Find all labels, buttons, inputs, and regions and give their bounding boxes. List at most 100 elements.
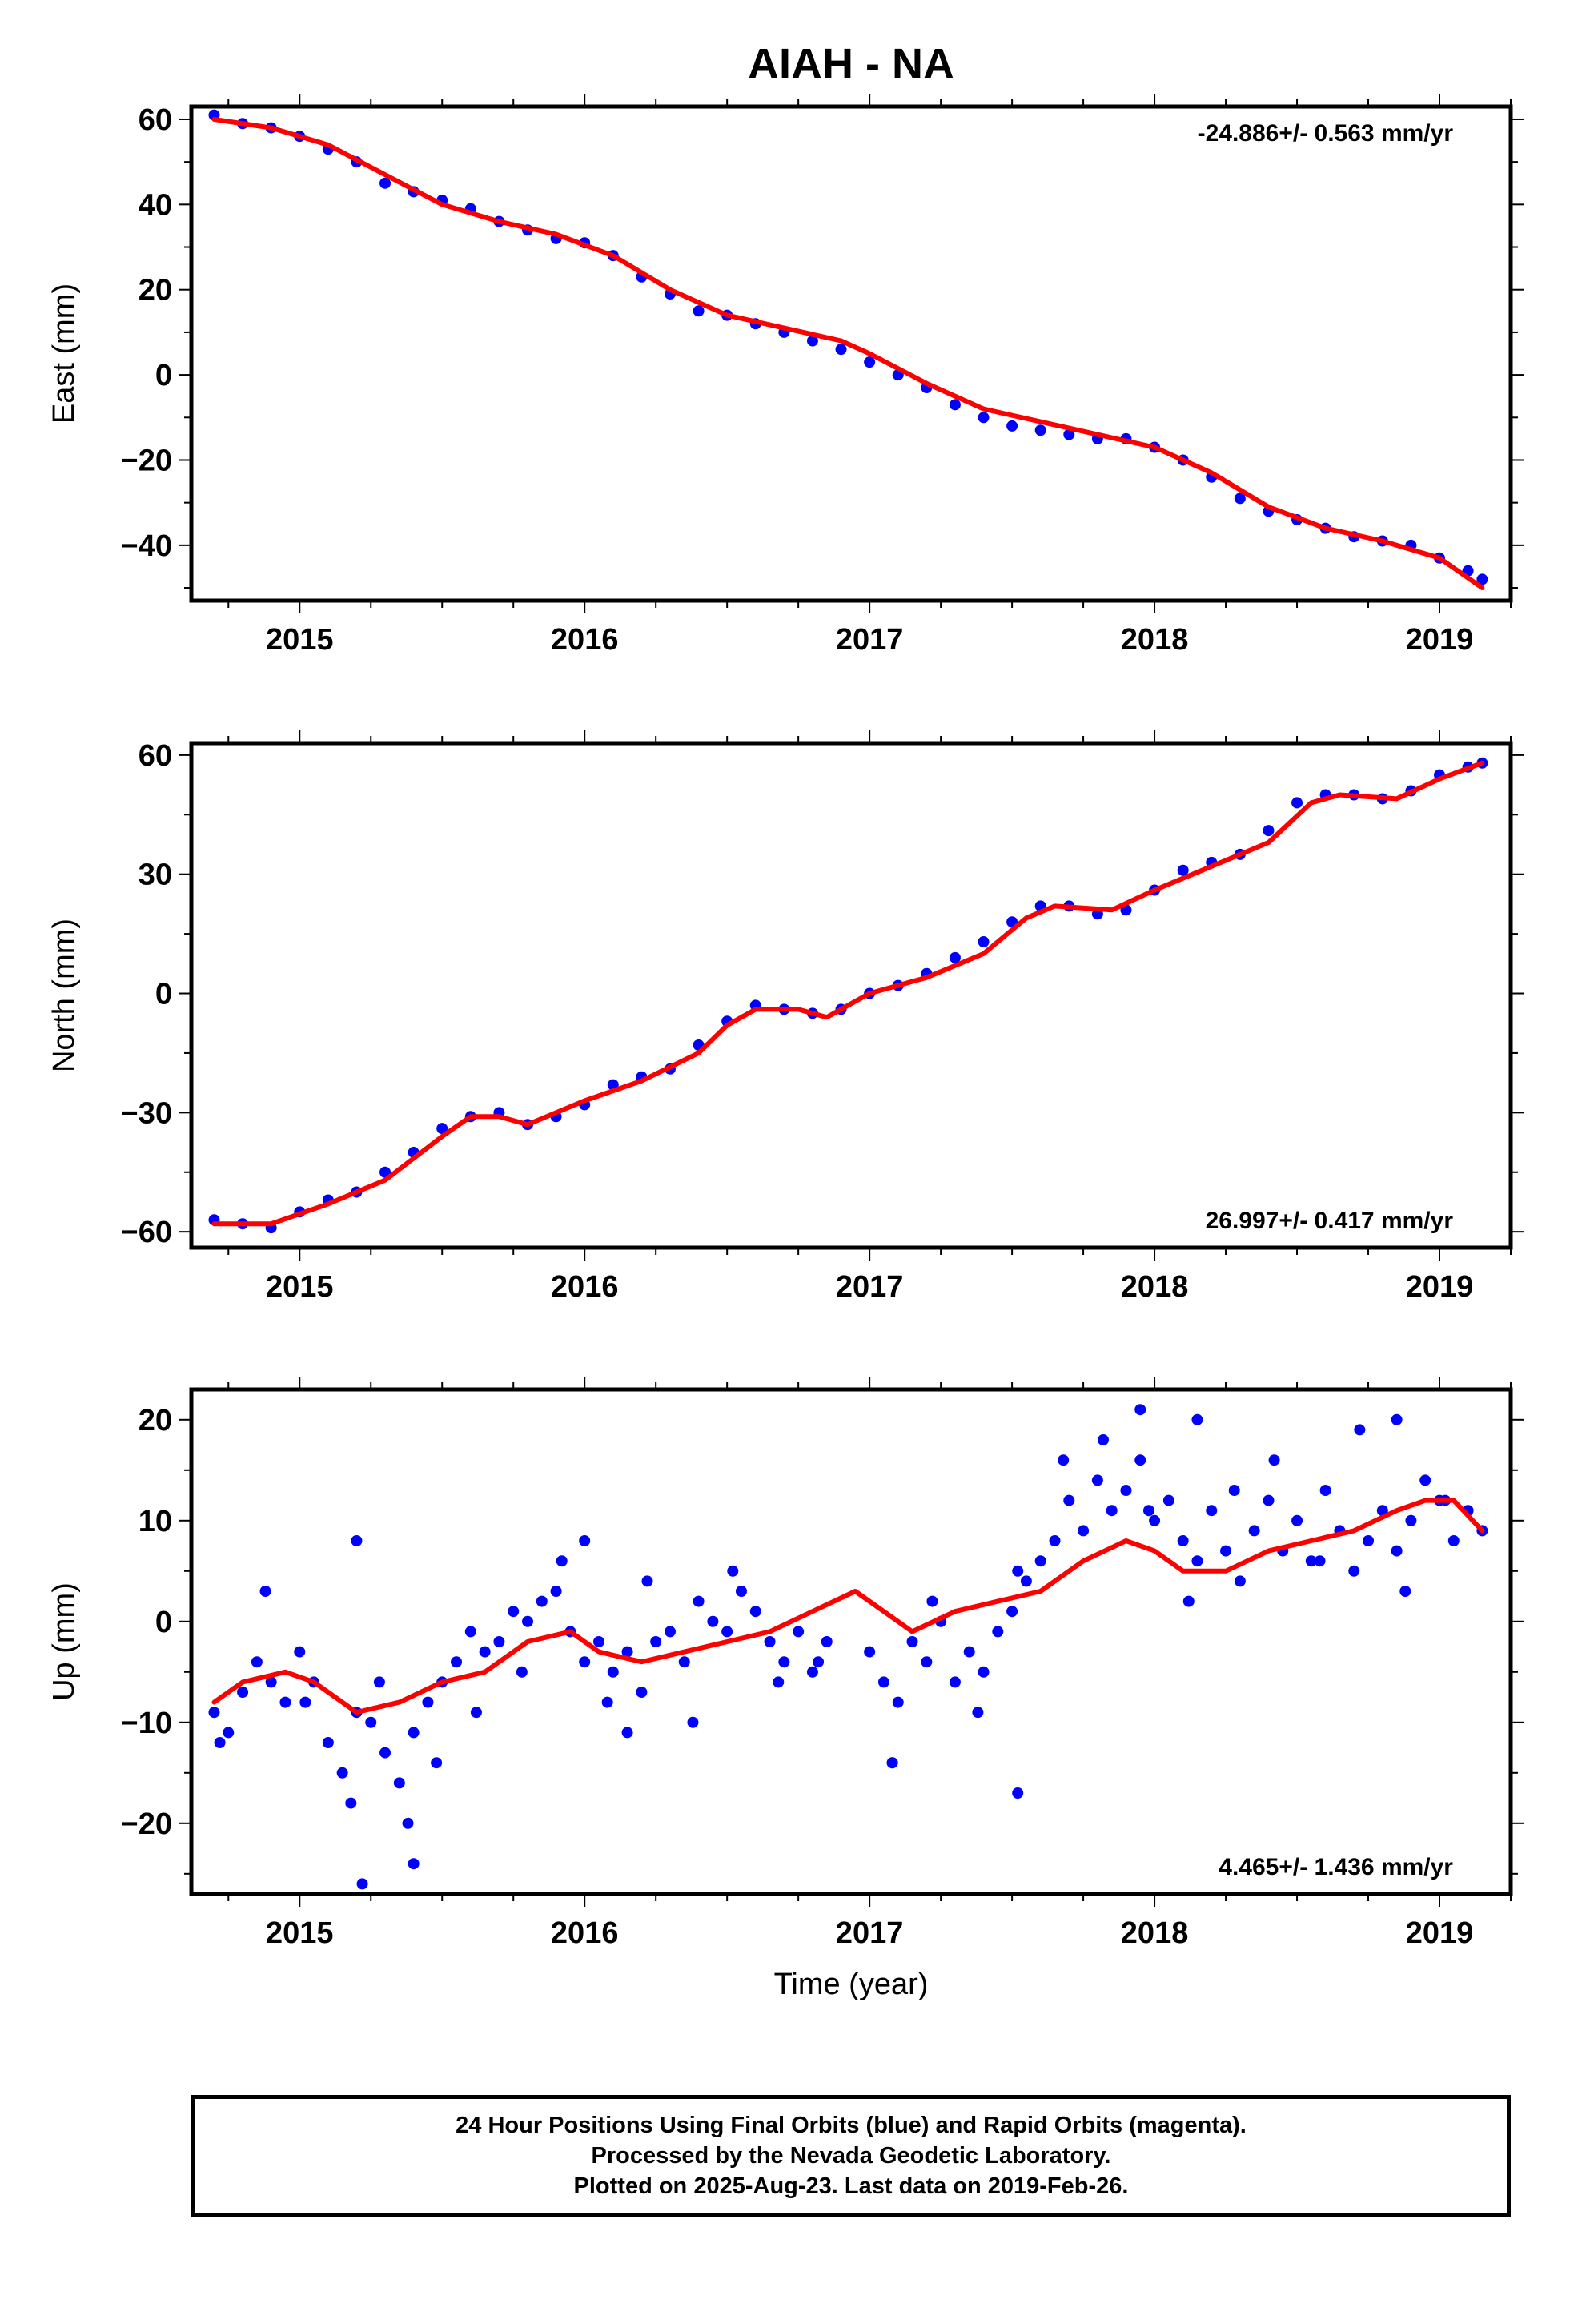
data-point	[921, 1656, 933, 1668]
data-point	[408, 1858, 420, 1870]
data-point	[1268, 1454, 1280, 1466]
data-point	[877, 1676, 889, 1688]
data-point	[1063, 428, 1075, 440]
data-point	[1134, 1404, 1146, 1416]
data-point	[1263, 825, 1275, 837]
data-point	[1354, 1424, 1366, 1436]
y-tick-label: −40	[121, 529, 172, 563]
data-point	[508, 1606, 520, 1618]
data-point	[949, 399, 961, 411]
data-point	[1142, 1505, 1154, 1517]
x-tick-label: 2019	[1406, 1916, 1474, 1950]
data-point	[621, 1646, 633, 1658]
plot-frame	[189, 1387, 1513, 1896]
rate-annotation: -24.886+/- 0.563 mm/yr	[1198, 120, 1454, 147]
y-tick-label: 0	[155, 1606, 172, 1639]
data-point	[592, 1636, 604, 1647]
data-point	[650, 1636, 662, 1647]
data-point	[393, 1777, 405, 1789]
data-point	[773, 1676, 785, 1688]
x-tick-label: 2018	[1121, 623, 1189, 657]
data-point	[992, 1626, 1004, 1638]
y-tick-label: −20	[121, 1807, 172, 1841]
data-point	[1228, 1485, 1240, 1496]
data-point	[299, 1696, 311, 1708]
data-point	[237, 1687, 249, 1698]
y-tick-label: 0	[155, 359, 172, 392]
data-point	[1012, 1787, 1024, 1799]
data-point	[431, 1757, 443, 1769]
data-point	[1034, 1555, 1046, 1567]
data-point	[636, 1687, 648, 1698]
data-point	[687, 1716, 699, 1728]
data-point	[1149, 1514, 1161, 1526]
data-point	[536, 1595, 548, 1607]
data-point	[516, 1666, 528, 1678]
y-tick-label: 0	[155, 978, 172, 1011]
y-tick-label: 10	[139, 1505, 172, 1538]
y-tick-label: −30	[121, 1096, 172, 1130]
data-point	[322, 1737, 334, 1748]
plot-frame	[189, 741, 1513, 1250]
figure-title: AIAH - NA	[748, 40, 954, 88]
data-point	[806, 1666, 818, 1678]
data-point	[251, 1656, 263, 1668]
plot-area	[208, 109, 1488, 590]
data-point	[864, 1646, 876, 1658]
data-point	[906, 1636, 918, 1647]
x-tick-label: 2019	[1406, 1270, 1474, 1304]
data-point	[1120, 1485, 1132, 1496]
data-point	[978, 1666, 990, 1678]
data-point	[1034, 424, 1046, 436]
data-point	[693, 1595, 705, 1607]
y-tick-label: −10	[121, 1707, 172, 1740]
data-point	[1447, 1535, 1460, 1546]
data-point	[793, 1626, 805, 1638]
data-point	[294, 1646, 306, 1658]
data-point	[1078, 1525, 1090, 1537]
data-point	[1220, 1545, 1232, 1557]
data-point	[821, 1636, 833, 1647]
footer-line-1: 24 Hour Positions Using Final Orbits (bl…	[456, 2113, 1247, 2138]
data-point	[601, 1696, 613, 1708]
data-point	[641, 1575, 653, 1587]
data-point	[1206, 1505, 1218, 1517]
data-point	[379, 1747, 391, 1759]
data-point	[379, 177, 391, 189]
data-point	[1363, 1535, 1375, 1546]
y-tick-label: 40	[139, 188, 172, 222]
x-tick-label: 2019	[1406, 623, 1474, 657]
data-point	[351, 1535, 363, 1546]
data-point	[365, 1716, 377, 1728]
data-point	[1063, 1494, 1075, 1506]
data-point	[1191, 1413, 1203, 1425]
data-point	[1006, 1606, 1018, 1618]
x-tick-label: 2018	[1121, 1916, 1189, 1950]
footer-line-3: Plotted on 2025-Aug-23. Last data on 201…	[573, 2173, 1129, 2199]
y-axis-label: East (mm)	[47, 283, 81, 424]
x-tick-label: 2015	[266, 1916, 334, 1950]
data-point	[493, 1636, 505, 1647]
footer-note: 24 Hour Positions Using Final Orbits (bl…	[191, 2095, 1511, 2217]
x-tick-label: 2018	[1121, 1270, 1189, 1304]
plot-area	[208, 1404, 1488, 1890]
y-axis-label: North (mm)	[47, 919, 81, 1072]
y-tick-label: 30	[139, 858, 172, 892]
panel-north: 2015 2016 2017 2018 2019 −60 −30 0 30 60 North (mm…	[47, 730, 1524, 1304]
data-point	[778, 1656, 790, 1668]
data-point	[1058, 1454, 1070, 1466]
x-tick-label: 2016	[551, 1916, 619, 1950]
data-point	[1319, 1485, 1331, 1496]
data-point	[1314, 1555, 1326, 1567]
data-point	[693, 305, 705, 317]
x-tick-label: 2017	[836, 623, 904, 657]
data-point	[1177, 864, 1189, 876]
data-point	[1405, 1514, 1417, 1526]
data-point	[1191, 1555, 1203, 1567]
data-point	[259, 1586, 271, 1597]
plot-area	[208, 757, 1488, 1234]
x-tick-label: 2015	[266, 1270, 334, 1304]
panel-east: 2015 2016 2017 2018 2019 −40 −20 0 20 40 60 East (m…	[47, 94, 1524, 657]
y-tick-label: 60	[139, 103, 172, 137]
data-point	[1399, 1586, 1411, 1597]
